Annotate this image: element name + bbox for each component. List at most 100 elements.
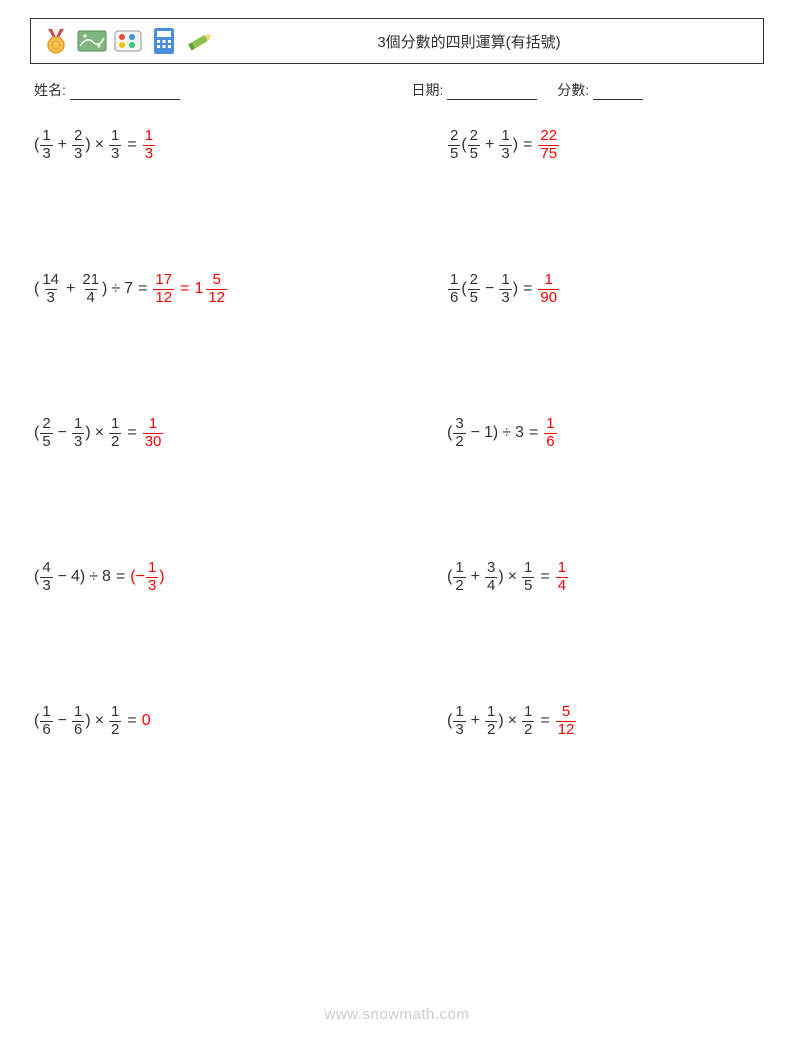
equals: = xyxy=(138,281,147,297)
fraction: 12 xyxy=(522,704,534,738)
score-field: 分數: xyxy=(557,80,643,100)
answer: (− 13 ) xyxy=(130,560,164,594)
equals: = xyxy=(523,137,532,153)
answer: 1712 = 1 512 xyxy=(152,272,228,306)
header-box: 3個分數的四則運算(有括號) xyxy=(30,18,764,64)
integer: 0 xyxy=(142,713,151,729)
rparen: ) xyxy=(159,569,164,585)
lparen: ( xyxy=(34,425,39,441)
fraction: 130 xyxy=(143,416,164,450)
fraction: 34 xyxy=(485,560,497,594)
neg-lparen: (− xyxy=(130,569,145,585)
times-op: × xyxy=(95,425,104,441)
fraction: 25 xyxy=(40,416,52,450)
integer: 4 xyxy=(71,569,80,585)
answer: 13 xyxy=(142,128,156,162)
answer: 16 xyxy=(543,416,557,450)
rparen: ) xyxy=(498,713,503,729)
equals: = xyxy=(523,281,532,297)
lparen: ( xyxy=(447,569,452,585)
map-icon xyxy=(77,26,107,56)
medal-icon xyxy=(41,26,71,56)
times-op: × xyxy=(95,713,104,729)
rparen: ) xyxy=(513,137,518,153)
problems-grid: ( 13 + 23 ) × 13 = 13 25 ( 25 + 13 ) = 2… xyxy=(30,128,764,738)
integer: 7 xyxy=(124,281,133,297)
problem-7: ( 43 − 4 ) ÷ 8 = (− 13 ) xyxy=(34,560,387,594)
equals: = xyxy=(180,281,189,297)
rparen: ) xyxy=(85,713,90,729)
fraction: 43 xyxy=(40,560,52,594)
plus-op: + xyxy=(471,569,480,585)
fraction: 512 xyxy=(206,272,227,306)
fraction: 12 xyxy=(109,416,121,450)
lparen: ( xyxy=(461,137,466,153)
fraction: 13 xyxy=(453,704,465,738)
fraction: 13 xyxy=(40,128,52,162)
div-op: ÷ xyxy=(502,425,511,441)
equals: = xyxy=(540,569,549,585)
problem-3: ( 143 + 214 ) ÷ 7 = 1712 = 1 512 xyxy=(34,272,387,306)
fraction: 25 xyxy=(448,128,460,162)
equals: = xyxy=(127,425,136,441)
fraction: 12 xyxy=(485,704,497,738)
times-op: × xyxy=(508,713,517,729)
watermark: www.snowmath.com xyxy=(0,1006,794,1023)
info-row: 姓名: 日期: 分數: xyxy=(30,80,764,100)
fraction: 143 xyxy=(40,272,61,306)
fraction: 13 xyxy=(143,128,155,162)
lparen: ( xyxy=(34,281,39,297)
answer: 190 xyxy=(537,272,560,306)
score-blank xyxy=(593,85,643,100)
fraction: 2275 xyxy=(538,128,559,162)
fraction: 23 xyxy=(72,128,84,162)
rparen: ) xyxy=(80,569,85,585)
rparen: ) xyxy=(493,425,498,441)
integer: 1 xyxy=(484,425,493,441)
header-icons xyxy=(41,26,215,56)
equals: = xyxy=(127,137,136,153)
times-op: × xyxy=(508,569,517,585)
problem-2: 25 ( 25 + 13 ) = 2275 xyxy=(407,128,760,162)
fraction: 13 xyxy=(146,560,158,594)
fraction: 1712 xyxy=(153,272,174,306)
times-op: × xyxy=(95,137,104,153)
name-field: 姓名: xyxy=(34,80,412,100)
lparen: ( xyxy=(34,137,39,153)
fraction: 25 xyxy=(468,272,480,306)
date-blank xyxy=(447,85,537,100)
rparen: ) xyxy=(498,569,503,585)
problem-10: ( 13 + 12 ) × 12 = 512 xyxy=(407,704,760,738)
problem-9: ( 16 − 16 ) × 12 = 0 xyxy=(34,704,387,738)
lparen: ( xyxy=(447,425,452,441)
div-op: ÷ xyxy=(89,569,98,585)
integer: 8 xyxy=(102,569,111,585)
minus-op: − xyxy=(471,425,480,441)
answer: 14 xyxy=(555,560,569,594)
minus-op: − xyxy=(485,281,494,297)
problem-4: 16 ( 25 − 13 ) = 190 xyxy=(407,272,760,306)
fraction: 13 xyxy=(109,128,121,162)
minus-op: − xyxy=(58,569,67,585)
fraction: 16 xyxy=(72,704,84,738)
score-label: 分數: xyxy=(557,82,589,98)
equals: = xyxy=(540,713,549,729)
answer: 512 xyxy=(555,704,578,738)
fraction: 13 xyxy=(72,416,84,450)
name-blank xyxy=(70,85,180,100)
lparen: ( xyxy=(461,281,466,297)
div-op: ÷ xyxy=(111,281,120,297)
fraction: 16 xyxy=(40,704,52,738)
minus-op: − xyxy=(58,425,67,441)
fraction: 214 xyxy=(80,272,101,306)
rparen: ) xyxy=(513,281,518,297)
plus-op: + xyxy=(471,713,480,729)
fraction: 32 xyxy=(453,416,465,450)
fraction: 16 xyxy=(448,272,460,306)
lparen: ( xyxy=(447,713,452,729)
fraction: 16 xyxy=(544,416,556,450)
fraction: 13 xyxy=(499,128,511,162)
answer: 130 xyxy=(142,416,165,450)
problem-8: ( 12 + 34 ) × 15 = 14 xyxy=(407,560,760,594)
date-label: 日期: xyxy=(412,82,444,98)
